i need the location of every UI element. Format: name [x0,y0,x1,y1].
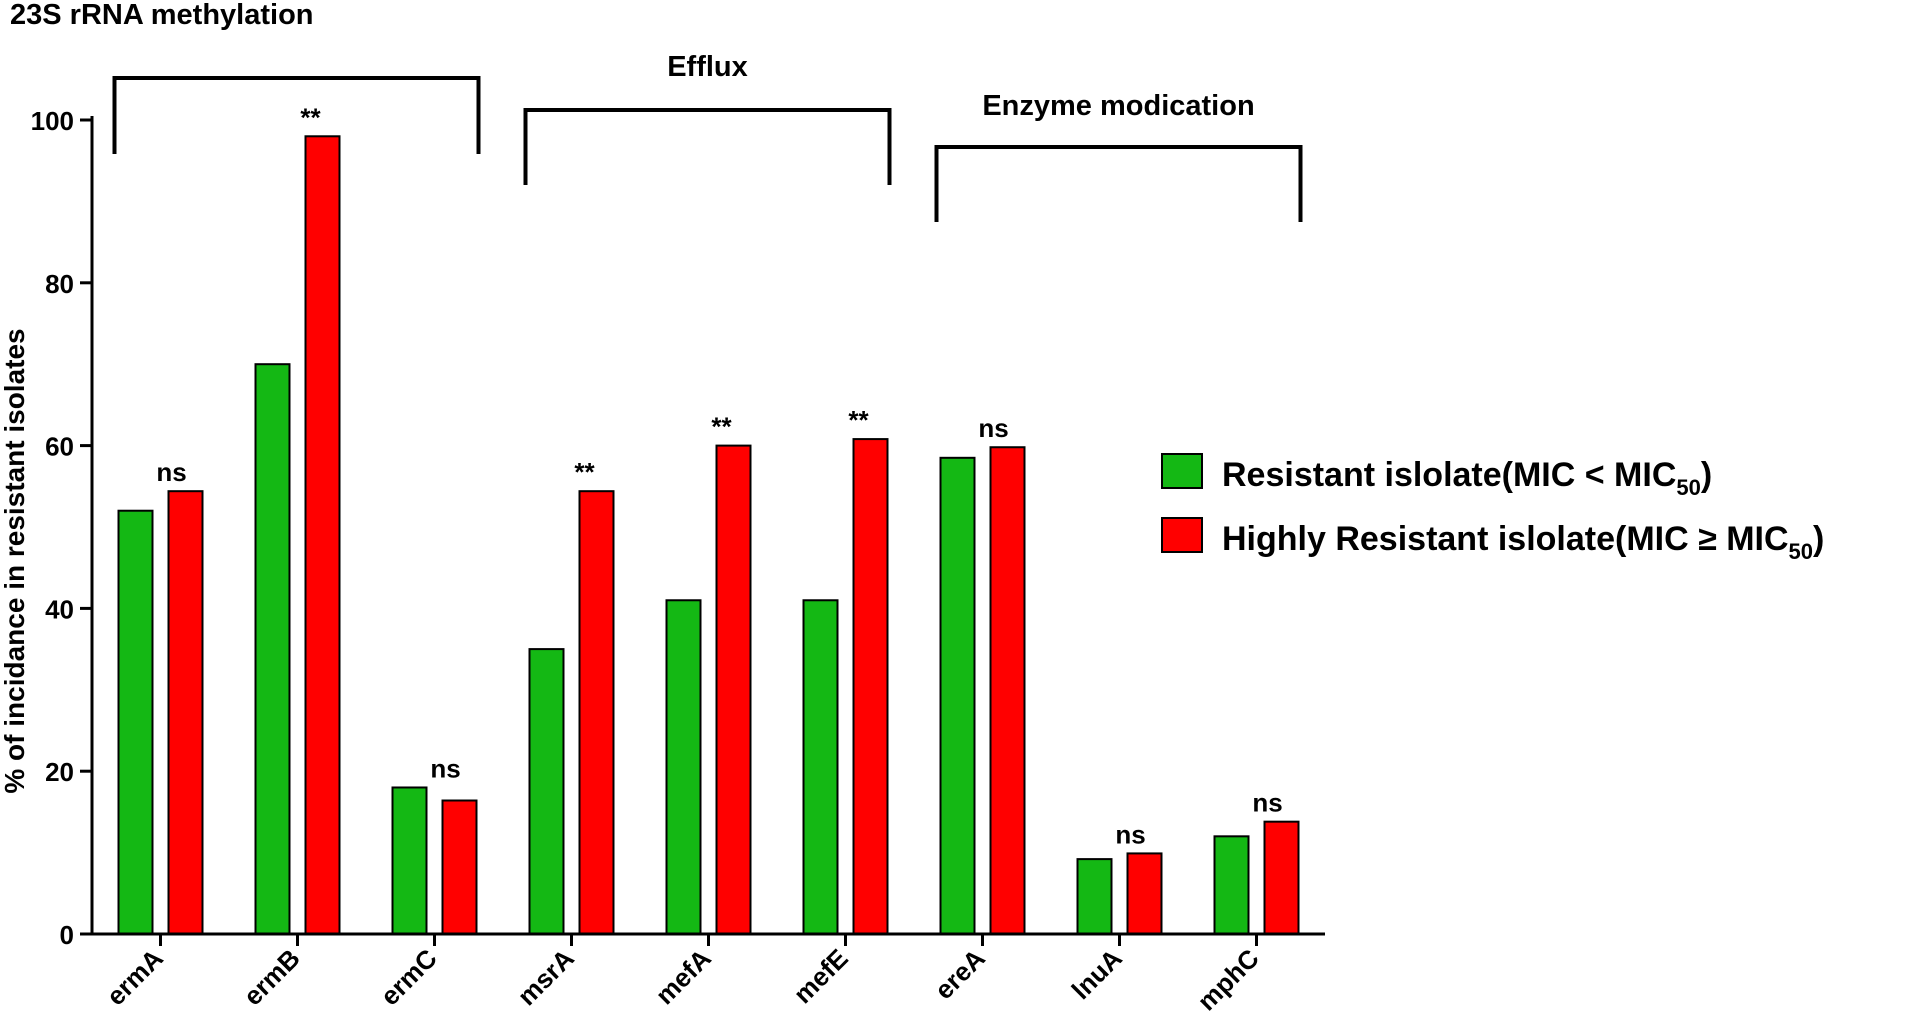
bar-mefE-series1 [802,599,839,935]
bar-ermC-series2 [441,799,478,936]
x-tick-label-ermB: ermB [238,943,306,1011]
significance-label-ermA: ns [156,457,186,487]
bar-ermB-series1 [254,363,291,935]
significance-label-lnuA: ns [1115,819,1145,849]
y-tick-label-80: 80 [45,269,74,299]
bar-msrA-series1 [528,648,565,935]
legend: Resistant islolate(MIC < MIC50) Highly Re… [1161,453,1824,564]
x-tick-label-mphC: mphC [1191,943,1264,1016]
bar-mphC-series2 [1263,820,1300,936]
group-brackets-layer: 23S rRNA methylation Efflux Enzyme modicat… [10,0,1303,222]
significance-label-ermC: ns [430,753,460,783]
legend-swatch-2 [1161,517,1203,553]
legend-label-1: Resistant islolate(MIC < MIC50) [1222,456,1712,500]
bar-mefA-series1 [665,599,702,935]
significance-label-mefA: ** [711,412,732,442]
bars-layer [117,135,1300,936]
x-tick-label-ereA: ereA [929,943,991,1005]
bar-lnuA-series2 [1126,852,1163,935]
bar-lnuA-series1 [1076,858,1113,935]
group-label-1: 23S rRNA methylation [10,0,314,31]
x-tick-label-msrA: msrA [512,943,580,1011]
bar-ermA-series1 [117,509,154,935]
y-tick-label-60: 60 [45,432,74,462]
y-axis-label: % of incidance in resistant isolates [0,328,30,793]
group-bracket-2 [523,108,892,185]
x-tick-label-ermC: ermC [375,943,443,1011]
significance-label-mefE: ** [848,405,869,435]
group-bracket-3 [934,145,1303,222]
bar-ereA-series1 [939,456,976,935]
significance-label-ereA: ns [978,413,1008,443]
group-label-2: Efflux [667,51,748,83]
y-tick-label-20: 20 [45,757,74,787]
x-tick-label-mefE: mefE [788,943,854,1009]
x-tick-label-mefA: mefA [650,943,717,1010]
group-bracket-1 [112,76,481,154]
y-tick-label-40: 40 [45,594,74,624]
significance-label-mphC: ns [1252,788,1282,818]
x-tick-label-lnuA: lnuA [1066,943,1128,1005]
y-tick-label-0: 0 [60,920,74,950]
x-tick-label-ermA: ermA [101,943,169,1011]
bar-mefA-series2 [715,444,752,935]
annotations-layer: ns ** ns ** ** ** ns ns ns [156,102,1282,849]
significance-label-msrA: ** [574,457,595,487]
bar-mefE-series2 [852,438,889,935]
bar-ermB-series2 [304,135,341,935]
significance-label-ermB: ** [300,102,321,132]
bar-ereA-series2 [989,446,1026,935]
bar-ermA-series2 [167,490,204,935]
bar-mphC-series1 [1213,835,1250,936]
bar-msrA-series2 [578,490,615,935]
bar-ermC-series1 [391,786,428,935]
legend-label-2: Highly Resistant islolate(MIC ≥ MIC50) [1222,520,1824,564]
y-tick-label-100: 100 [31,106,74,136]
group-label-3: Enzyme modication [982,90,1254,122]
legend-swatch-1 [1161,453,1203,489]
